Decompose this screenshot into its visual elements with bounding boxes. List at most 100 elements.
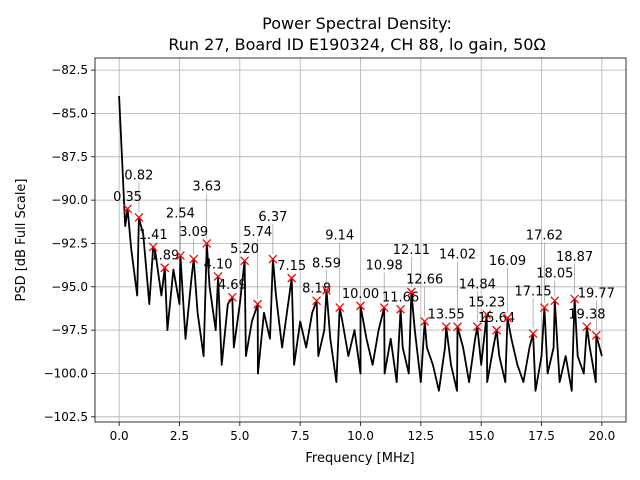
- peak-label: 4.69: [218, 278, 247, 293]
- x-tick-label: 20.0: [589, 429, 616, 443]
- peak-x-mark: [240, 256, 250, 266]
- peak-marker: [356, 301, 365, 311]
- peak-x-mark: [492, 325, 502, 335]
- x-tick-label: 5.0: [230, 429, 249, 443]
- y-tick-label: −102.5: [44, 410, 88, 424]
- peak-marker: [406, 287, 416, 297]
- peak-label: 15.64: [478, 311, 515, 326]
- chart-title: Power Spectral Density:: [262, 14, 452, 33]
- peak-label: 18.87: [556, 250, 593, 265]
- peak-marker: [550, 296, 560, 306]
- peak-marker: [312, 296, 322, 306]
- peak-label: 10.98: [366, 259, 403, 274]
- peak-marker: [189, 254, 199, 264]
- y-tick-label: −95.0: [51, 280, 88, 294]
- y-tick-label: −97.5: [51, 323, 88, 337]
- peak-label: 5.20: [230, 242, 259, 257]
- peak-marker: [582, 322, 592, 332]
- peak-markers: 0.35 0.82 1.41 1.89 2.54 3.09 3.63 4.10 4.69 5.20…: [113, 169, 615, 340]
- peak-label: 14.84: [459, 278, 496, 293]
- peak-x-mark: [134, 213, 144, 222]
- peak-label: 5.74: [243, 225, 272, 240]
- peak-label: 16.09: [489, 254, 526, 269]
- peak-label: 9.14: [325, 229, 354, 244]
- y-axis-label: PSD [dB Full Scale]: [14, 178, 29, 301]
- peak-x-mark: [396, 304, 406, 314]
- peak-label: 3.09: [179, 225, 208, 240]
- peak-x-mark: [570, 294, 580, 304]
- peak-marker: [240, 256, 250, 266]
- peak-label: 6.37: [258, 210, 287, 225]
- peak-label: 0.82: [124, 169, 153, 184]
- peak-x-mark: [202, 239, 212, 248]
- y-tick-label: −87.5: [51, 150, 88, 164]
- peak-marker: [134, 213, 144, 222]
- peak-x-mark: [312, 296, 322, 306]
- x-tick-label: 7.5: [291, 429, 310, 443]
- peak-marker: [175, 251, 185, 261]
- peak-marker: [335, 303, 345, 313]
- peak-x-mark: [582, 322, 592, 332]
- peak-x-mark: [528, 329, 538, 339]
- peak-x-mark: [406, 287, 416, 297]
- axis-ticks: 0.0 2.5 5.0 7.5 10.0 12.5 15.0 17.5 20.0 −82.5 −85…: [44, 63, 616, 443]
- peak-label: 15.23: [468, 296, 505, 311]
- peak-marker: [123, 204, 133, 214]
- peak-x-mark: [503, 313, 512, 323]
- peak-marker: [591, 330, 601, 340]
- peak-marker: [287, 273, 297, 283]
- peak-x-mark: [550, 296, 560, 306]
- x-tick-label: 12.5: [407, 429, 434, 443]
- peak-marker: [202, 239, 212, 248]
- peak-x-mark: [227, 292, 237, 302]
- peak-marker: [148, 242, 158, 252]
- peak-label: 1.41: [139, 228, 168, 243]
- peak-x-mark: [453, 322, 462, 332]
- chart-subtitle: Run 27, Board ID E190324, CH 88, lo gain…: [168, 35, 545, 54]
- peak-marker: [539, 303, 549, 313]
- peak-marker: [570, 294, 580, 304]
- peak-x-mark: [123, 204, 133, 214]
- peak-label: 8.59: [312, 256, 341, 271]
- peak-x-mark: [356, 301, 365, 311]
- peak-x-mark: [335, 303, 345, 313]
- peak-x-mark: [268, 254, 278, 264]
- peak-marker: [213, 271, 223, 281]
- peak-x-mark: [160, 263, 170, 273]
- peak-marker: [472, 322, 482, 332]
- peak-marker: [322, 285, 331, 295]
- x-tick-label: 2.5: [170, 429, 189, 443]
- y-tick-label: −85.0: [51, 106, 88, 120]
- peak-label: 2.54: [166, 207, 195, 222]
- x-axis-label: Frequency [MHz]: [305, 451, 414, 466]
- y-tick-label: −92.5: [51, 236, 88, 250]
- peak-marker: [268, 254, 278, 264]
- peak-label: 14.02: [439, 248, 476, 263]
- peak-x-mark: [148, 242, 158, 252]
- peak-marker: [453, 322, 462, 332]
- peak-x-mark: [472, 322, 482, 332]
- x-tick-label: 15.0: [468, 429, 495, 443]
- peak-label: 12.11: [393, 243, 430, 258]
- peak-label: 1.89: [150, 249, 179, 264]
- peak-marker: [441, 322, 451, 332]
- peak-marker: [227, 292, 237, 302]
- peak-x-mark: [213, 271, 223, 281]
- peak-label: 7.15: [277, 259, 306, 274]
- y-tick-label: −82.5: [51, 63, 88, 77]
- peak-label: 19.38: [568, 308, 605, 323]
- peak-x-mark: [591, 330, 601, 340]
- peak-x-mark: [379, 303, 389, 313]
- peak-marker: [528, 329, 538, 339]
- peak-label: 18.05: [536, 267, 573, 282]
- peak-x-mark: [287, 273, 297, 283]
- peak-x-mark: [175, 251, 185, 261]
- peak-marker: [396, 304, 406, 314]
- peak-x-mark: [322, 285, 331, 295]
- x-tick-label: 17.5: [528, 429, 555, 443]
- peak-marker: [253, 299, 263, 309]
- y-tick-label: −100.0: [44, 366, 88, 380]
- plot-area: [118, 96, 603, 392]
- peak-label: 0.35: [113, 190, 142, 205]
